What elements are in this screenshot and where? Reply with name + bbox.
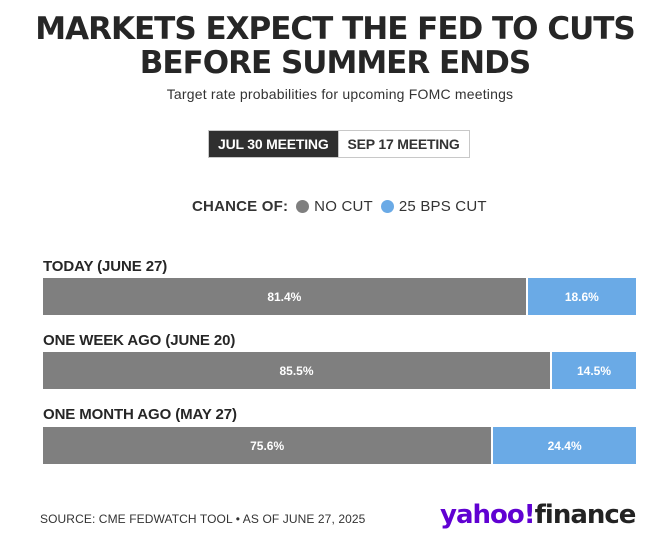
chart-subtitle: Target rate probabilities for upcoming F… <box>166 86 514 102</box>
legend-label: CHANCE OF: <box>192 197 289 215</box>
legend-item-25-bps-cut: 25 BPS CUT <box>380 197 487 215</box>
meeting-tabs: JUL 30 MEETING SEP 17 MEETING <box>208 130 470 158</box>
tab-jul-30-meeting[interactable]: JUL 30 MEETING <box>209 131 338 157</box>
bar-row: 81.4% 18.6% <box>43 278 636 315</box>
bar-segment-no-cut[interactable]: 81.4% <box>43 278 526 315</box>
source-note: SOURCE: CME FEDWATCH TOOL • AS OF JUNE 2… <box>40 512 366 526</box>
bar-row: 75.6% 24.4% <box>43 427 636 464</box>
title-line-2: BEFORE SUMMER ENDS <box>139 45 531 81</box>
data-label: 14.5% <box>576 363 611 378</box>
logo-yahoo: yahoo! <box>440 500 536 530</box>
legend-swatch-no-cut <box>296 199 310 213</box>
data-label: 81.4% <box>267 289 302 304</box>
legend-swatch-25-bps-cut <box>380 199 394 213</box>
chart-title: MARKETS EXPECT THE FED TO CUTS BEFORE SU… <box>0 12 670 80</box>
bar-segment-no-cut[interactable]: 85.5% <box>43 352 550 389</box>
logo-finance: finance <box>534 500 637 530</box>
legend-item-no-cut: NO CUT <box>296 198 373 215</box>
data-label: 18.6% <box>564 289 599 304</box>
legend-text-25-bps-cut: 25 BPS CUT <box>398 197 487 215</box>
bar-segment-25-bps-cut[interactable]: 18.6% <box>525 278 636 315</box>
legend: CHANCE OF: NO CUT 25 BPS CUT <box>192 196 495 216</box>
title-line-1: MARKETS EXPECT THE FED TO CUTS <box>35 11 635 47</box>
bar-segment-25-bps-cut[interactable]: 24.4% <box>491 427 636 464</box>
bar-row: 85.5% 14.5% <box>43 352 636 389</box>
bar-segment-25-bps-cut[interactable]: 14.5% <box>550 352 636 389</box>
data-label: 85.5% <box>279 363 314 378</box>
bar-segment-no-cut[interactable]: 75.6% <box>43 427 492 464</box>
legend-text-no-cut: NO CUT <box>314 197 373 215</box>
row-label: ONE MONTH AGO (MAY 27) <box>43 406 237 423</box>
data-label: 75.6% <box>250 438 285 453</box>
row-label: ONE WEEK AGO (JUNE 20) <box>43 332 236 349</box>
yahoo-finance-logo: yahoo!finance <box>440 500 637 530</box>
tab-sep-17-meeting[interactable]: SEP 17 MEETING <box>337 131 469 157</box>
data-label: 24.4% <box>547 438 582 453</box>
row-label: TODAY (JUNE 27) <box>43 258 168 275</box>
